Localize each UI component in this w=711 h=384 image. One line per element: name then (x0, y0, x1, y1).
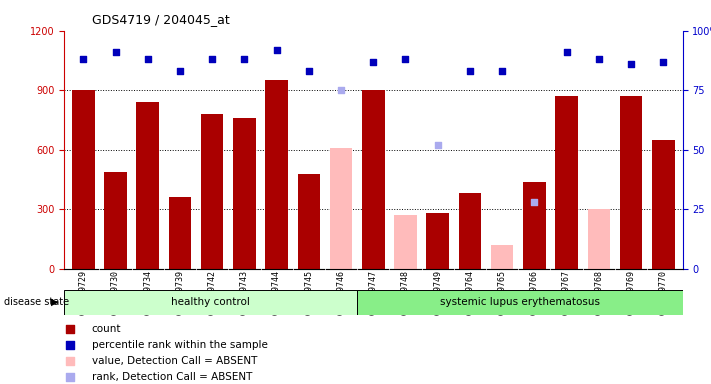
Bar (330, 148, 353, 269)
Text: systemic lupus erythematosus: systemic lupus erythematosus (440, 297, 600, 308)
Point (593, 56, 604, 62)
Point (658, 59, 669, 65)
Bar (555, 96, 578, 269)
Bar (652, 140, 675, 269)
Text: GDS4719 / 204045_at: GDS4719 / 204045_at (92, 13, 230, 26)
Point (496, 68, 508, 74)
Text: healthy control: healthy control (171, 297, 250, 308)
Point (239, 56, 250, 62)
Point (464, 68, 476, 74)
Point (271, 47, 282, 53)
Point (206, 56, 218, 62)
Text: percentile rank within the sample: percentile rank within the sample (92, 340, 268, 350)
Bar (169, 197, 191, 269)
Point (424, 289, 435, 295)
Text: rank, Detection Call = ABSENT: rank, Detection Call = ABSENT (92, 372, 252, 382)
Point (77, 56, 89, 62)
Bar (105, 172, 127, 269)
Bar (72, 90, 95, 269)
Bar (491, 245, 513, 269)
Point (368, 59, 379, 65)
Point (626, 61, 637, 67)
Point (142, 56, 154, 62)
Point (529, 199, 540, 205)
Bar (362, 90, 385, 269)
Point (400, 56, 411, 62)
Point (432, 142, 444, 148)
Point (174, 68, 186, 74)
Bar (620, 96, 642, 269)
Bar (201, 114, 223, 269)
Bar (265, 80, 288, 269)
Bar (459, 194, 481, 269)
Bar (523, 182, 545, 269)
Bar (298, 174, 320, 269)
Bar (394, 215, 417, 269)
Text: count: count (92, 323, 122, 334)
Bar (427, 213, 449, 269)
Bar (137, 102, 159, 269)
Bar (587, 209, 610, 269)
Text: disease state: disease state (4, 297, 69, 307)
Point (424, 141, 435, 147)
Point (561, 49, 572, 55)
Text: value, Detection Call = ABSENT: value, Detection Call = ABSENT (92, 356, 257, 366)
Bar (233, 118, 256, 269)
Point (303, 68, 314, 74)
Point (336, 87, 347, 93)
Text: ▶: ▶ (50, 297, 58, 307)
Bar (357, 290, 683, 315)
Point (109, 49, 121, 55)
Bar (64, 290, 357, 315)
